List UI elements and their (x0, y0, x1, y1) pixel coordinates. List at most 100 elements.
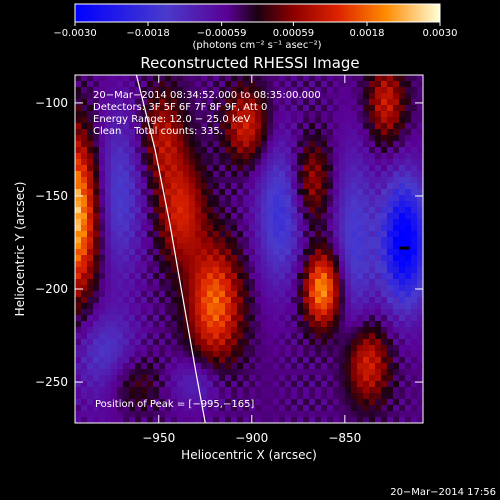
heatmap-cell (273, 189, 280, 196)
heatmap-cell (159, 357, 166, 364)
heatmap-cell (183, 177, 190, 184)
heatmap-cell (399, 255, 406, 262)
heatmap-cell (93, 267, 100, 274)
heatmap-cell (291, 285, 298, 292)
heatmap-cell (177, 273, 184, 280)
heatmap-cell (153, 249, 160, 256)
heatmap-cell (303, 255, 310, 262)
heatmap-cell (279, 417, 286, 423)
heatmap-cell (231, 303, 238, 310)
heatmap-cell (183, 297, 190, 304)
heatmap-cell (279, 141, 286, 148)
heatmap-cell (117, 417, 124, 423)
heatmap-cell (171, 93, 178, 100)
heatmap-cell (105, 201, 112, 208)
heatmap-cell (285, 111, 292, 118)
heatmap-cell (321, 279, 328, 286)
heatmap-cell (225, 399, 232, 406)
heatmap-cell (225, 165, 232, 172)
heatmap-cell (141, 237, 148, 244)
heatmap-cell (345, 279, 352, 286)
heatmap-cell (183, 249, 190, 256)
heatmap-cell (345, 159, 352, 166)
heatmap-cell (333, 291, 340, 298)
heatmap-cell (267, 357, 274, 364)
heatmap-cell (309, 345, 316, 352)
heatmap-cell (195, 333, 202, 340)
heatmap-cell (417, 87, 423, 94)
heatmap-cell (147, 87, 154, 94)
heatmap-cell (183, 213, 190, 220)
heatmap-cell (291, 321, 298, 328)
heatmap-cell (351, 285, 358, 292)
heatmap-cell (153, 105, 160, 112)
heatmap-cell (135, 117, 142, 124)
heatmap-cell (159, 327, 166, 334)
heatmap-cell (237, 219, 244, 226)
heatmap-cell (405, 417, 412, 423)
heatmap-cell (231, 99, 238, 106)
heatmap-cell (369, 189, 376, 196)
heatmap-cell (375, 105, 382, 112)
heatmap-cell (225, 123, 232, 130)
heatmap-cell (207, 231, 214, 238)
heatmap-cell (351, 279, 358, 286)
heatmap-cell (255, 81, 262, 88)
heatmap-cell (411, 207, 418, 214)
heatmap-cell (249, 165, 256, 172)
heatmap-cell (117, 219, 124, 226)
heatmap-cell (369, 393, 376, 400)
heatmap-cell (87, 357, 94, 364)
heatmap-cell (195, 291, 202, 298)
heatmap-cell (129, 309, 136, 316)
heatmap-cell (117, 345, 124, 352)
heatmap-cell (261, 327, 268, 334)
heatmap-cell (417, 219, 423, 226)
heatmap-cell (297, 195, 304, 202)
heatmap-cell (177, 171, 184, 178)
heatmap-cell (183, 243, 190, 250)
heatmap-cell (117, 351, 124, 358)
heatmap-cell (159, 291, 166, 298)
heatmap-cell (99, 399, 106, 406)
heatmap-cell (255, 135, 262, 142)
heatmap-cell (93, 201, 100, 208)
heatmap-cell (225, 183, 232, 190)
heatmap-cell (321, 267, 328, 274)
heatmap-cell (303, 171, 310, 178)
heatmap-cell (147, 183, 154, 190)
heatmap-cell (219, 249, 226, 256)
heatmap-cell (267, 363, 274, 370)
heatmap-cell (213, 339, 220, 346)
heatmap-cell (411, 417, 418, 423)
heatmap-cell (303, 315, 310, 322)
heatmap-cell (393, 357, 400, 364)
heatmap-cell (291, 411, 298, 418)
heatmap-cell (81, 159, 88, 166)
heatmap-cell (321, 213, 328, 220)
heatmap-cell (363, 417, 370, 423)
heatmap-cell (273, 177, 280, 184)
heatmap-cell (129, 213, 136, 220)
heatmap-cell (129, 243, 136, 250)
heatmap-cell (267, 147, 274, 154)
heatmap-cell (129, 189, 136, 196)
heatmap-cell (351, 213, 358, 220)
heatmap-cell (357, 237, 364, 244)
heatmap-cell (279, 117, 286, 124)
heatmap-cell (129, 201, 136, 208)
heatmap-cell (297, 147, 304, 154)
heatmap-cell (93, 327, 100, 334)
heatmap-cell (351, 171, 358, 178)
heatmap-cell (273, 369, 280, 376)
heatmap-cell (387, 207, 394, 214)
heatmap-cell (195, 357, 202, 364)
heatmap-cell (387, 363, 394, 370)
heatmap-cell (351, 387, 358, 394)
heatmap-cell (321, 75, 328, 82)
heatmap-cell (159, 351, 166, 358)
colorbar-tick-label: 0.0018 (350, 28, 385, 39)
heatmap-cell (285, 183, 292, 190)
heatmap-cell (159, 249, 166, 256)
heatmap-cell (249, 393, 256, 400)
